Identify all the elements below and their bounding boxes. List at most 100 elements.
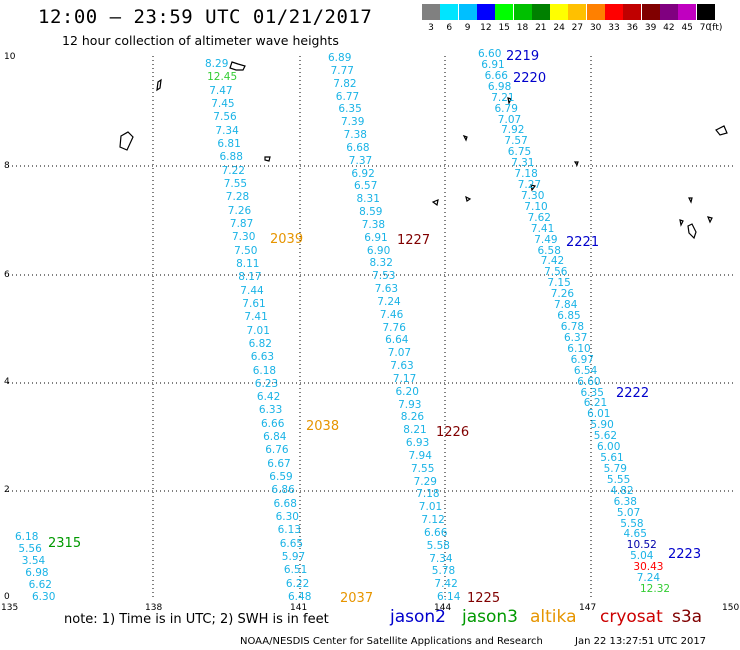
swh-value: 6.60	[478, 48, 502, 60]
swh-value: 7.55	[411, 462, 435, 475]
swh-value: 7.57	[504, 135, 528, 148]
swh-value: 6.33	[258, 404, 283, 417]
pass-number: 2219	[506, 49, 540, 64]
legend-swatch	[476, 4, 495, 20]
swh-value: 6.35	[338, 103, 362, 116]
swh-value: 7.34	[429, 552, 453, 565]
swh-value: 6.67	[267, 457, 291, 470]
lat-lon-grid	[8, 56, 735, 600]
swh-value: 6.37	[564, 331, 588, 344]
swh-value: 6.30	[275, 511, 299, 523]
swh-value: 5.97	[281, 551, 306, 563]
legend-swatch	[440, 4, 459, 20]
pass-number: 2315	[48, 536, 82, 551]
swh-value: 6.01	[587, 408, 611, 421]
swh-value: 7.94	[408, 449, 432, 462]
swh-value: 7.92	[501, 124, 525, 137]
swh-value: 4.65	[623, 528, 647, 541]
legend-swatch	[458, 4, 477, 20]
swh-value: 8.17	[238, 271, 262, 284]
swh-value: 6.64	[385, 334, 409, 347]
swh-value: 12.32	[640, 583, 671, 595]
legend-label: 18	[516, 23, 529, 33]
swh-value: 7.42	[540, 255, 565, 268]
swh-value: 7.41	[244, 311, 268, 324]
swh-value: 7.17	[392, 372, 417, 385]
island	[679, 219, 684, 227]
swh-value: 8.21	[403, 424, 427, 437]
pass-number: 2222	[616, 386, 650, 401]
swh-value: 6.88	[219, 151, 243, 164]
swh-value: 7.46	[379, 308, 404, 321]
pass-number: 2223	[668, 547, 702, 562]
island	[465, 195, 472, 202]
swh-value: 6.23	[254, 377, 279, 390]
swh-value: 6.66	[424, 526, 448, 539]
swh-value: 6.66	[484, 69, 508, 82]
generated-timestamp: Jan 22 13:27:51 UTC 2017	[575, 636, 707, 647]
swh-value: 7.10	[524, 200, 548, 213]
swh-value: 6.22	[285, 577, 310, 590]
swh-value: 7.38	[343, 129, 367, 141]
legend-swatch	[659, 4, 678, 20]
legend-label: 36	[626, 23, 639, 33]
swh-value: 8.59	[359, 206, 383, 218]
swh-value: 6.91	[364, 231, 388, 244]
swh-value: 6.30	[32, 591, 56, 603]
legend-label: 27	[571, 23, 584, 33]
satellite-cryosat: cryosat	[600, 607, 663, 627]
legend-swatch	[568, 4, 587, 20]
swh-value: 7.62	[527, 211, 551, 224]
swh-value: 7.12	[421, 514, 445, 526]
swh-value: 5.61	[600, 452, 624, 464]
pass-number: 2038	[306, 419, 340, 434]
swh-value: 6.89	[328, 52, 352, 64]
legend-label: 42	[663, 23, 675, 33]
satellite-jason2: jason2	[390, 607, 446, 627]
legend-swatch	[641, 4, 660, 20]
island	[715, 125, 728, 136]
legend-label: 33	[608, 23, 620, 33]
swh-value: 6.78	[560, 321, 585, 333]
swh-value: 7.87	[229, 217, 254, 230]
swh-value: 6.82	[248, 337, 272, 350]
swh-value: 6.51	[283, 564, 308, 577]
swh-value: 6.54	[573, 364, 598, 377]
legend-swatch	[550, 4, 569, 20]
island	[264, 156, 271, 162]
footnote: note: 1) Time is in UTC; 2) SWH is in fe…	[64, 612, 329, 627]
swh-value: 6.57	[354, 180, 378, 193]
swh-value: 6.65	[279, 537, 304, 550]
legend-unit: (ft)	[708, 23, 723, 33]
swh-value: 6.75	[507, 146, 532, 159]
swh-value: 5.62	[593, 430, 618, 443]
swh-value: 7.24	[377, 295, 401, 308]
swh-value: 6.59	[269, 471, 293, 484]
swh-value: 7.39	[341, 116, 365, 129]
swh-value: 7.63	[374, 283, 399, 295]
swh-value: 7.28	[225, 191, 250, 204]
swh-value: 6.10	[567, 342, 591, 355]
swh-value: 7.22	[221, 164, 245, 177]
swh-value: 6.81	[217, 137, 241, 150]
legend-swatch	[513, 4, 532, 20]
legend-label: 21	[535, 23, 547, 33]
swh-value: 7.01	[246, 324, 270, 337]
swh-value: 6.58	[537, 244, 561, 257]
island	[507, 97, 512, 105]
island	[530, 184, 537, 192]
swh-value: 6.00	[597, 441, 621, 454]
swh-value: 8.29	[205, 58, 229, 70]
swh-value: 30.43	[633, 561, 664, 574]
legend-swatch	[495, 4, 514, 20]
swh-value: 6.93	[405, 437, 430, 449]
swh-value: 6.14	[437, 591, 461, 603]
swh-value: 6.90	[366, 244, 391, 257]
lat-tick-label: 2	[4, 485, 10, 495]
swh-value: 6.84	[263, 431, 287, 444]
lat-tick-label: 4	[4, 377, 10, 387]
swh-value: 10.52	[626, 539, 657, 552]
swh-value: 7.31	[511, 157, 535, 170]
swh-value: 6.91	[481, 58, 505, 71]
